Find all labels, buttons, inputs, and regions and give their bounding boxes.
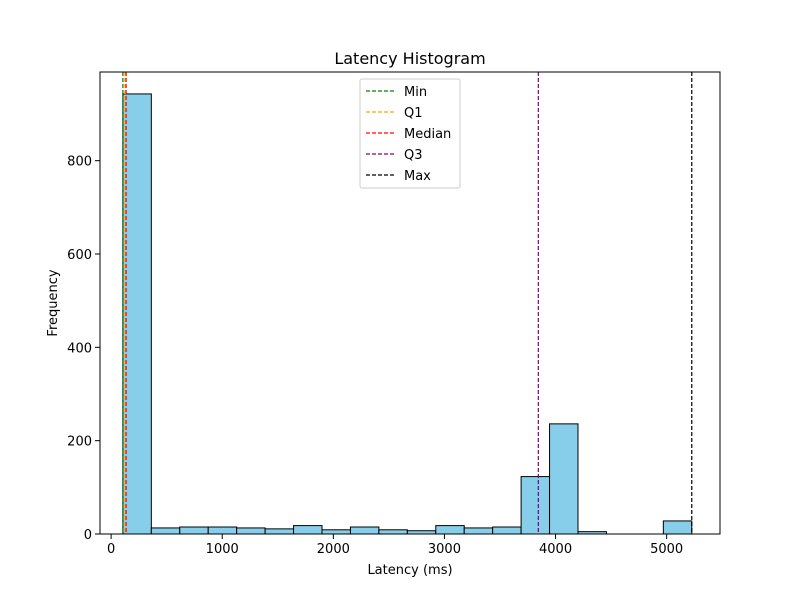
y-tick-label: 400 xyxy=(67,341,92,356)
histogram-bar xyxy=(662,520,693,535)
histogram-bar xyxy=(349,526,380,535)
legend: Min Q1 Median Q3 Max xyxy=(359,78,461,189)
histogram-bar xyxy=(378,529,408,535)
y-tick-label: 200 xyxy=(67,435,92,450)
reference-lines-layer xyxy=(122,72,693,534)
x-tick-label: 4000 xyxy=(539,542,572,557)
y-tick-label: 800 xyxy=(67,155,92,170)
histogram-bar xyxy=(236,527,266,535)
x-tick-label: 5000 xyxy=(650,542,683,557)
x-tick-label: 3000 xyxy=(428,542,461,557)
histogram-bar xyxy=(492,526,522,535)
legend-box xyxy=(359,78,461,189)
x-tick-label: 0 xyxy=(107,542,115,557)
x-tick-label: 1000 xyxy=(206,542,239,557)
y-axis-label: Frequency xyxy=(46,269,61,336)
legend-label-q3: Q3 xyxy=(404,148,423,163)
histogram-bar xyxy=(435,525,465,535)
y-tick-label: 0 xyxy=(84,528,92,543)
legend-label-median: Median xyxy=(404,127,451,142)
legend-label-q1: Q1 xyxy=(404,106,423,121)
histogram-bar xyxy=(549,423,579,535)
histogram-bar xyxy=(321,529,351,535)
plot-frame xyxy=(99,71,721,535)
bars-layer xyxy=(122,93,693,535)
x-axis-label: Latency (ms) xyxy=(367,563,452,578)
legend-label-min: Min xyxy=(404,85,427,100)
histogram-bar xyxy=(122,93,152,535)
histogram-bar xyxy=(207,526,238,535)
histogram-bar xyxy=(293,525,323,535)
legend-label-max: Max xyxy=(404,169,431,184)
y-axis: 0 200 400 600 800 xyxy=(67,155,100,543)
histogram-bar xyxy=(520,476,551,535)
x-tick-label: 2000 xyxy=(317,542,350,557)
chart-title: Latency Histogram xyxy=(334,49,485,68)
histogram-bar xyxy=(150,527,181,535)
histogram-bar xyxy=(179,526,209,535)
y-tick-label: 600 xyxy=(67,248,92,263)
histogram-bar xyxy=(264,528,295,535)
x-axis: 0 1000 2000 3000 4000 5000 xyxy=(107,534,683,557)
histogram-bar xyxy=(463,527,494,535)
